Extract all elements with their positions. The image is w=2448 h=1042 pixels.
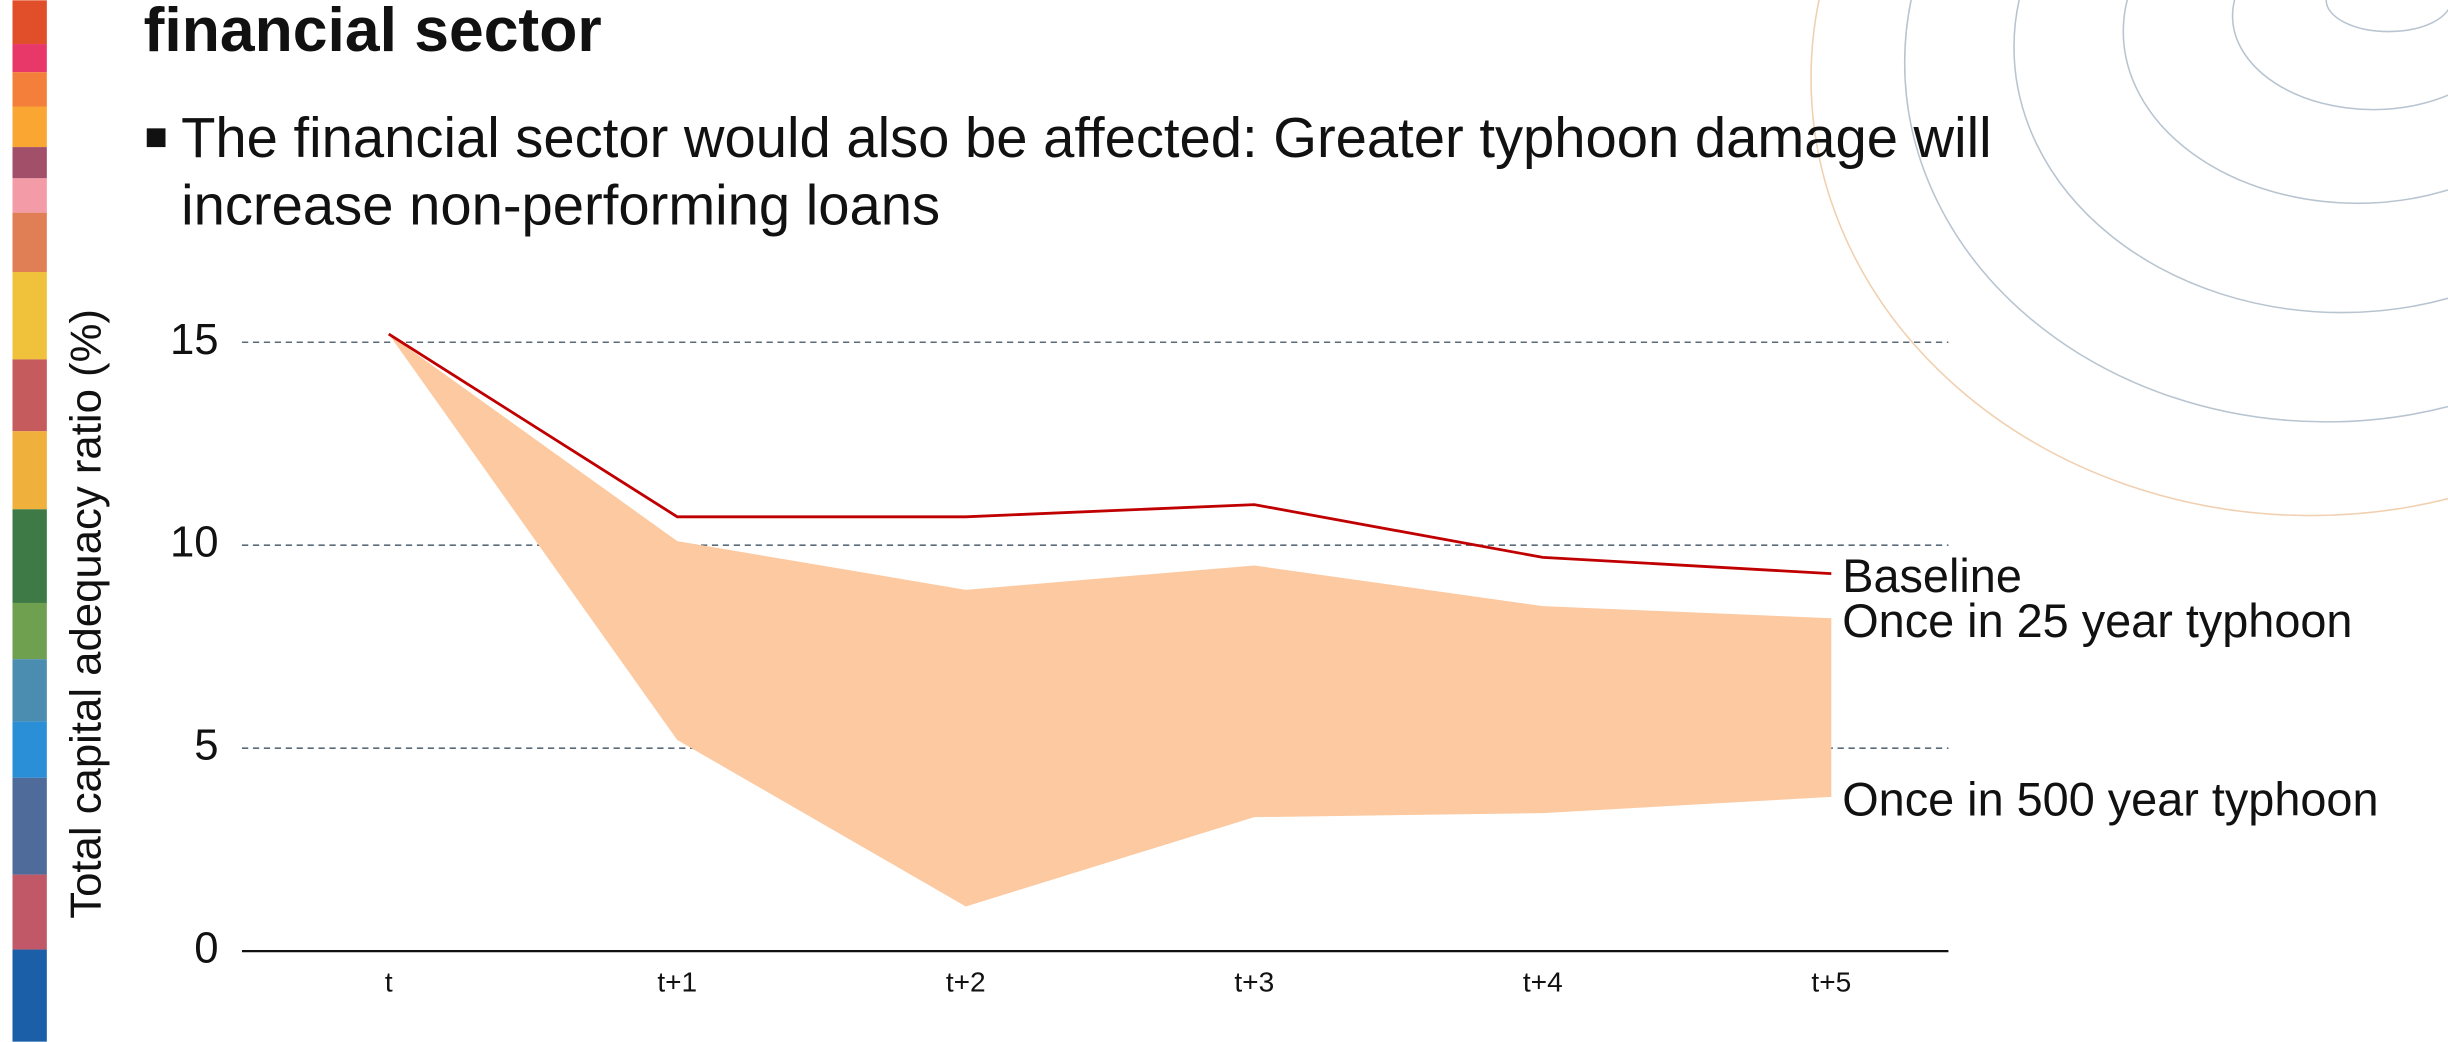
x-tick-label: t [385,966,393,997]
slide-title: financial sector [144,0,602,65]
series-label: Once in 25 year typhoon [1842,595,2352,647]
y-axis-label: Total capital adequacy ratio (%) [62,309,111,919]
bullet-text: increase non-performing loans [181,173,940,236]
color-strip [12,0,47,1042]
y-tick-label: 15 [170,315,219,364]
range-band [388,334,1832,907]
x-tick-label: t+2 [946,966,986,997]
series-label: Baseline [1842,550,2022,602]
y-tick-label: 5 [194,721,218,770]
x-tick-label: t+5 [1811,966,1851,997]
x-tick-label: t+3 [1234,966,1274,997]
y-tick-label: 0 [194,924,218,973]
y-tick-label: 10 [170,518,219,567]
bullet-text: The financial sector would also be affec… [181,106,1991,169]
bullet-marker [146,128,166,148]
series-label: Once in 500 year typhoon [1842,773,2378,825]
series-line [387,332,1832,576]
x-tick-label: t+1 [657,966,697,997]
contour-decoration [1810,0,2448,517]
x-tick-label: t+4 [1523,966,1563,997]
